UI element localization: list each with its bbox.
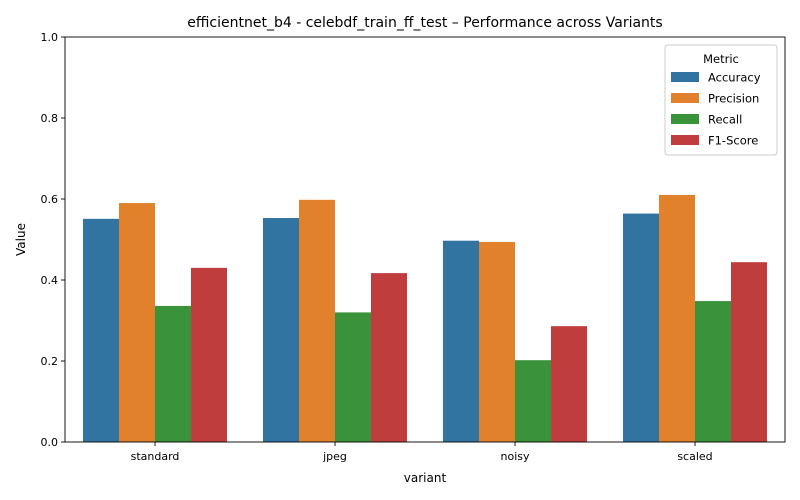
x-tick-label-scaled: scaled [677, 450, 712, 463]
bar-noisy-accuracy [443, 240, 479, 442]
x-tick-label-jpeg: jpeg [322, 450, 347, 463]
bar-scaled-recall [695, 301, 731, 442]
legend-label-f1-score: F1-Score [708, 134, 758, 148]
y-axis-label: Value [14, 223, 28, 256]
bar-noisy-f1-score [551, 326, 587, 442]
legend-swatch-precision [671, 93, 699, 103]
y-axis: 0.0 0.2 0.4 0.6 0.8 1.0 [41, 31, 65, 449]
legend: Metric Accuracy Precision Recall F1-Score [664, 44, 778, 156]
bar-jpeg-precision [299, 199, 335, 442]
legend-title: Metric [703, 52, 739, 66]
x-tick-label-noisy: noisy [501, 450, 530, 463]
y-tick-label: 1.0 [41, 31, 59, 44]
bar-standard-recall [155, 305, 191, 442]
bar-jpeg-f1-score [371, 273, 407, 442]
chart-title: efficientnet_b4 - celebdf_train_ff_test … [187, 15, 662, 31]
bar-standard-precision [119, 203, 155, 442]
bar-scaled-precision [659, 194, 695, 442]
bar-standard-f1-score [191, 267, 227, 442]
y-tick-label: 0.2 [41, 355, 59, 368]
legend-swatch-accuracy [671, 72, 699, 82]
legend-swatch-f1-score [671, 135, 699, 145]
legend-label-precision: Precision [708, 92, 759, 106]
y-tick-label: 0.0 [41, 436, 59, 449]
x-tick-label-standard: standard [131, 450, 180, 463]
y-tick-label: 0.8 [41, 112, 59, 125]
bar-noisy-recall [515, 360, 551, 442]
legend-label-accuracy: Accuracy [708, 71, 761, 85]
bar-noisy-precision [479, 241, 515, 442]
y-tick-label: 0.4 [41, 274, 59, 287]
y-tick-label: 0.6 [41, 193, 59, 206]
bars-group [83, 194, 767, 442]
bar-scaled-f1-score [731, 262, 767, 442]
bar-jpeg-accuracy [263, 218, 299, 442]
x-axis: standard jpeg noisy scaled [131, 442, 713, 463]
legend-label-recall: Recall [708, 113, 742, 127]
legend-items: Accuracy Precision Recall F1-Score [671, 71, 761, 148]
plot-frame [64, 36, 786, 443]
legend-swatch-recall [671, 114, 699, 124]
bar-standard-accuracy [83, 218, 119, 442]
bar-jpeg-recall [335, 312, 371, 442]
bar-scaled-accuracy [623, 213, 659, 442]
x-axis-label: variant [404, 471, 447, 485]
